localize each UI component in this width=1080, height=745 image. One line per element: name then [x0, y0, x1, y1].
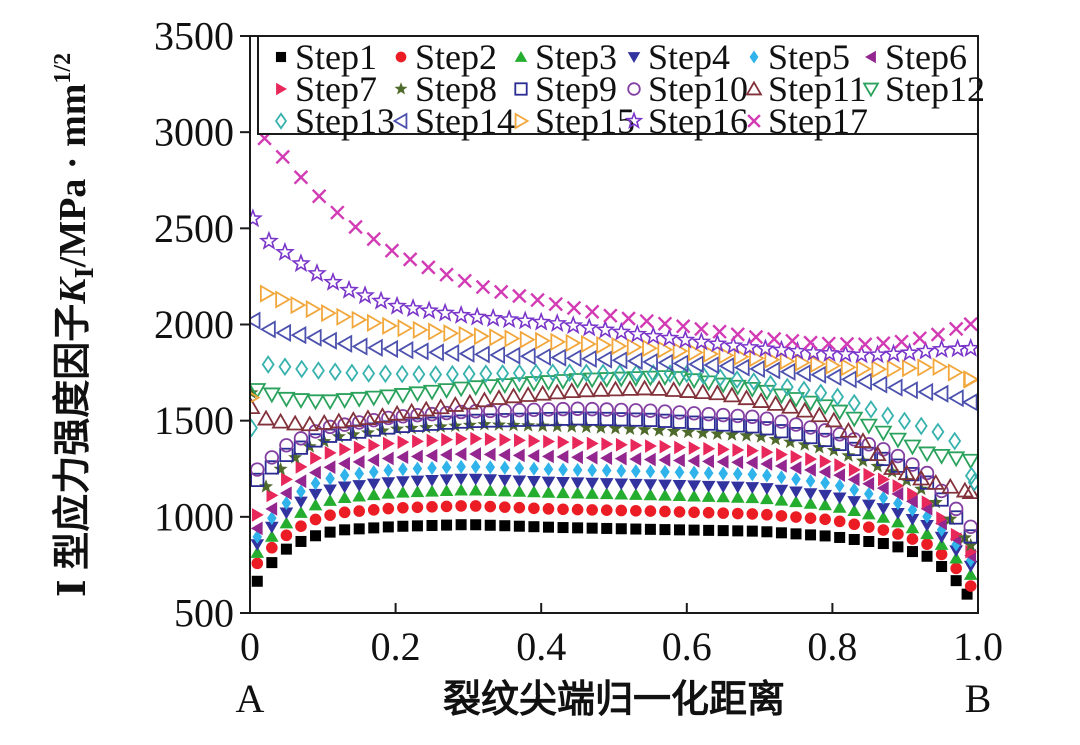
legend-item-label: Step10 [648, 69, 748, 109]
legend-item-label: Step9 [535, 69, 617, 109]
x-axis-tick-label: 0.2 [371, 624, 421, 669]
x-axis-title: 裂纹尖端归一化距离 [443, 679, 785, 721]
series-step1 [251, 519, 973, 600]
y-axis-title: Ⅰ 型应力强度因子KⅠ/MPa · mm1/2 [50, 53, 99, 597]
legend-item-step11: Step11 [745, 69, 867, 109]
legend-item-label: Step7 [295, 69, 377, 109]
legend-item-label: Step3 [535, 37, 617, 77]
legend-item-label: Step5 [768, 37, 850, 77]
y-axis-tick-label: 500 [174, 591, 234, 636]
series-step12 [251, 370, 977, 470]
legend-item-step9: Step9 [514, 69, 617, 109]
legend-item-label: Step4 [648, 37, 730, 77]
series-step2 [251, 500, 977, 592]
x-axis-tick-label: 0.4 [516, 624, 566, 669]
y-axis-tick-label: 2500 [154, 206, 234, 251]
series-step17 [257, 131, 977, 352]
series-step3 [251, 483, 977, 580]
axes-layer: 500 1000 1500 2000 2500 3000 3500 0 0.2 0.4 0.6 0.8… [50, 14, 1003, 670]
series-layer [251, 131, 977, 600]
legend-item-label: Step13 [295, 101, 395, 141]
legend-item-label: Step6 [885, 37, 967, 77]
endpoint-label-a: A [236, 676, 265, 721]
legend-item-label: Step14 [415, 101, 515, 141]
legend-item-label: Step17 [768, 101, 868, 141]
legend-item-step12: Step12 [862, 69, 985, 109]
legend-item-step6: Step6 [865, 37, 967, 77]
legend-item-label: Step12 [885, 69, 985, 109]
series-step10 [251, 401, 977, 535]
legend-item-label: Step16 [648, 101, 748, 141]
x-axis-tick-label: 1.0 [953, 624, 1003, 669]
legend-item-step17: Step17 [747, 101, 868, 141]
series-step6 [251, 447, 977, 563]
y-axis-tick-label: 1500 [154, 398, 234, 443]
legend-item-step3: Step3 [514, 37, 617, 77]
legend-item-step14: Step14 [392, 101, 515, 141]
legend-item-step7: Step7 [276, 69, 377, 109]
y-axis-tick-label: 3500 [154, 14, 234, 59]
legend-item-step2: Step2 [395, 37, 497, 77]
legend-box [257, 35, 979, 135]
y-axis-tick-label: 2000 [154, 302, 234, 347]
legend-item-step8: Step8 [394, 69, 497, 109]
legend-item-label: Step2 [415, 37, 497, 77]
legend-item-label: Step1 [295, 37, 377, 77]
legend-item-step15: Step15 [514, 101, 635, 141]
x-axis-tick-label: 0.6 [662, 624, 712, 669]
legend-layer: Step1 Step2 Step3 Step4 Step5 Step6 Step7 Step8… [257, 35, 985, 141]
x-axis-tick-label: 0 [240, 624, 260, 669]
series-step4 [251, 473, 977, 573]
x-axis-tick-label: 0.8 [807, 624, 857, 669]
legend-item-step1: Step1 [275, 37, 377, 77]
legend-item-step4: Step4 [627, 37, 730, 77]
legend-item-step16: Step16 [624, 101, 748, 141]
series-step11 [251, 379, 977, 500]
series-step15 [251, 284, 977, 404]
legend-item-label: Step11 [768, 69, 867, 109]
series-step7 [251, 431, 977, 559]
series-step13 [251, 355, 977, 492]
series-step16 [251, 208, 977, 364]
legend-item-step5: Step5 [749, 37, 850, 77]
y-axis-tick-label: 1000 [154, 494, 234, 539]
y-axis-tick-label: 3000 [154, 110, 234, 155]
legend-item-step13: Step13 [274, 101, 395, 141]
series-step14 [251, 311, 977, 412]
legend-item-label: Step15 [535, 101, 635, 141]
legend-item-label: Step8 [415, 69, 497, 109]
endpoint-label-b: B [965, 676, 992, 721]
legend-item-step10: Step10 [627, 69, 748, 109]
